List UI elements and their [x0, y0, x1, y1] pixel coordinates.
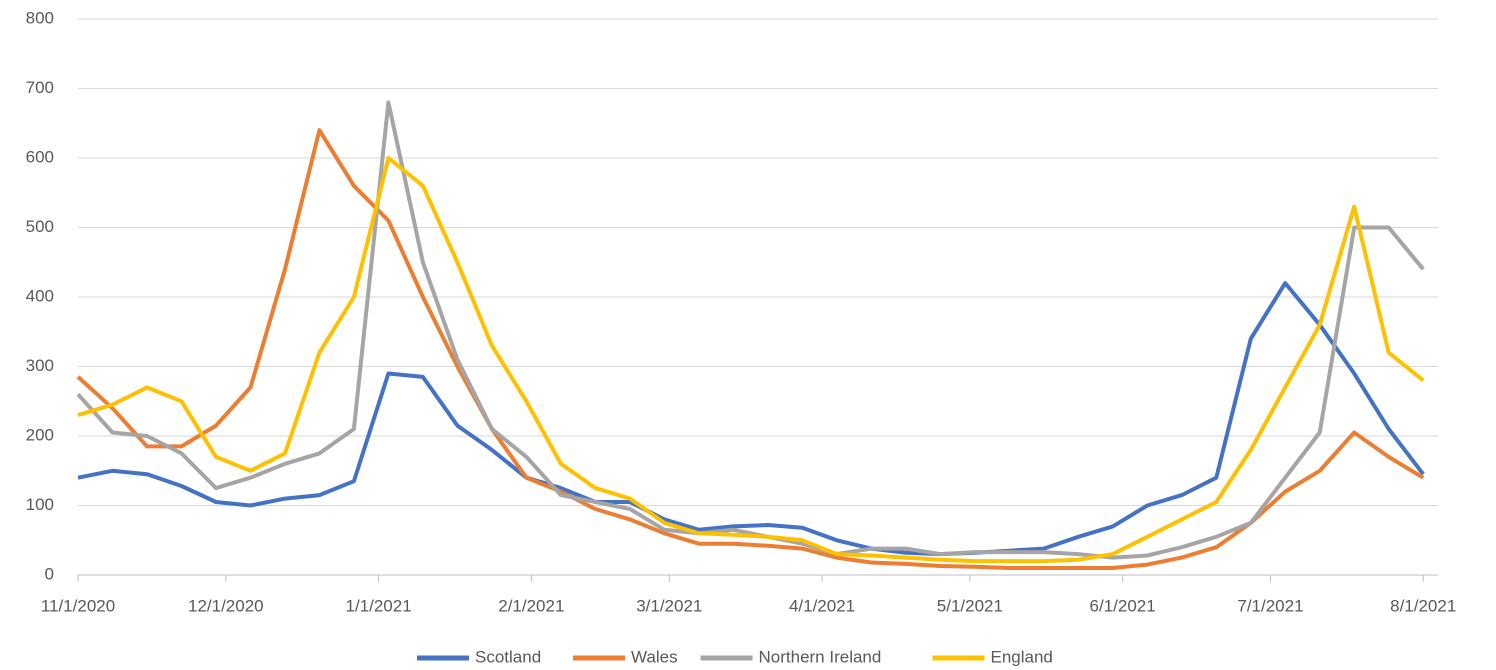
x-tick-label: 5/1/2021 — [937, 596, 1003, 615]
legend-label: Northern Ireland — [759, 647, 882, 666]
x-tick-label: 11/1/2020 — [41, 596, 115, 615]
x-tick-label: 6/1/2021 — [1090, 596, 1156, 615]
x-tick-label: 8/1/2021 — [1390, 596, 1456, 615]
series-line — [77, 281, 1425, 557]
legend-label: Wales — [631, 647, 678, 666]
y-tick-label: 300 — [26, 356, 54, 375]
x-tick-label: 7/1/2021 — [1237, 596, 1303, 615]
y-tick-label: 100 — [26, 495, 54, 514]
y-tick-label: 600 — [26, 147, 54, 166]
legend-label: England — [991, 647, 1053, 666]
y-tick-label: 700 — [26, 78, 54, 97]
y-tick-label: 0 — [45, 564, 54, 583]
x-tick-label: 4/1/2021 — [789, 596, 855, 615]
y-tick-label: 800 — [26, 8, 54, 27]
series-line — [76, 128, 1425, 570]
x-tick-label: 1/1/2021 — [345, 596, 411, 615]
x-tick-label: 2/1/2021 — [498, 596, 564, 615]
x-tick-label: 12/1/2020 — [188, 596, 264, 615]
x-tick-label: 3/1/2021 — [636, 596, 702, 615]
series-line — [77, 156, 1425, 564]
y-tick-label: 200 — [26, 425, 54, 444]
legend-label: Scotland — [475, 647, 541, 666]
series-line — [76, 100, 1425, 560]
y-tick-label: 500 — [26, 217, 54, 236]
y-tick-label: 400 — [26, 286, 54, 305]
